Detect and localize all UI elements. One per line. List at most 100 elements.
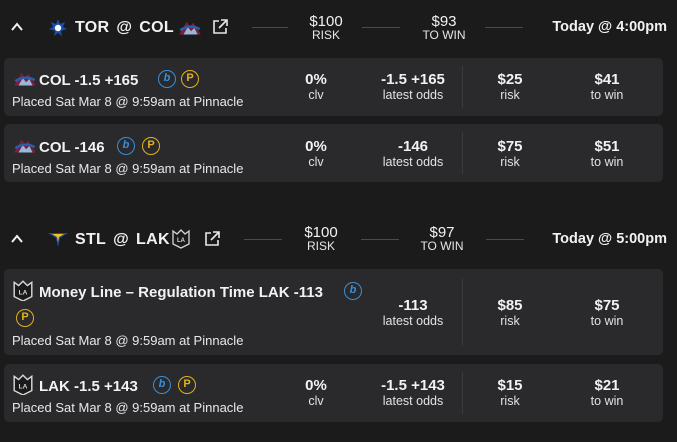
risk-value: $25 (497, 71, 523, 88)
to-win-label: to win (590, 88, 624, 102)
avalanche-logo-icon (179, 21, 201, 35)
home-team: COL (139, 19, 174, 36)
total-risk: $100 RISK (291, 14, 361, 42)
risk-stat: $15 risk (480, 378, 540, 409)
blues-logo-icon (48, 233, 68, 247)
latest-odds-value: -1.5 +165 (381, 71, 445, 88)
latest-odds-stat: -146 latest odds (366, 138, 460, 170)
divider-line (244, 239, 282, 240)
clv-label: clv (308, 394, 324, 408)
latest-odds-stat: -1.5 +165 latest odds (366, 71, 460, 103)
bookmaker-b-badge: b (158, 70, 176, 88)
latest-odds-value: -113 (398, 297, 428, 314)
risk-value: $85 (497, 297, 523, 314)
latest-odds-label: latest odds (382, 155, 444, 169)
bet-card[interactable]: LA Money Line – Regulation Time LAK -113… (4, 269, 663, 355)
latest-odds-stat: -1.5 +143 latest odds (366, 377, 460, 409)
to-win-stat: $21 to win (576, 377, 638, 409)
bet-title: COL -146 (39, 139, 105, 156)
risk-stat: $25 risk (480, 71, 540, 103)
column-divider (462, 372, 463, 414)
total-to-win: $93 TO WIN (409, 14, 479, 42)
clv-stat: 0% clv (286, 378, 346, 409)
svg-text:LA: LA (19, 383, 28, 390)
to-win-value: $75 (594, 297, 620, 314)
bookmaker-b-badge: b (153, 376, 171, 394)
to-win-value: $41 (594, 71, 620, 88)
bookmaker-p-badge: P (16, 309, 34, 327)
placed-info: Placed Sat Mar 8 @ 9:59am at Pinnacle (12, 161, 244, 176)
to-win-stat: $41 to win (576, 71, 638, 103)
bookmaker-b-badge: b (344, 282, 362, 300)
avalanche-logo-icon (14, 72, 36, 86)
bet-card[interactable]: COL -146 b P Placed Sat Mar 8 @ 9:59am a… (4, 124, 663, 182)
total-risk: $100 RISK (286, 225, 356, 253)
total-risk-label: RISK (311, 28, 340, 42)
matchup-label: STL @ LAK (75, 231, 170, 249)
bet-card[interactable]: COL -1.5 +165 b P Placed Sat Mar 8 @ 9:5… (4, 58, 663, 116)
total-to-win-label: TO WIN (422, 28, 466, 42)
to-win-label: to win (590, 155, 624, 169)
clv-value: 0% (305, 71, 327, 88)
total-risk-value: $100 (309, 13, 343, 30)
column-divider (462, 66, 463, 108)
bet-card[interactable]: LA LAK -1.5 +143 b P Placed Sat Mar 8 @ … (4, 364, 663, 422)
total-risk-value: $100 (304, 224, 338, 241)
bet-title: LAK -1.5 +143 (39, 378, 138, 395)
chevron-up-icon[interactable] (10, 232, 24, 246)
total-to-win-label: TO WIN (420, 239, 464, 253)
risk-label: risk (500, 314, 520, 328)
chevron-up-icon[interactable] (10, 20, 24, 34)
away-team: STL (75, 231, 107, 248)
divider-line (362, 27, 400, 28)
external-link-icon[interactable] (211, 18, 229, 36)
to-win-value: $21 (594, 377, 620, 394)
risk-label: risk (500, 155, 520, 169)
clv-label: clv (308, 88, 324, 102)
divider-line (252, 27, 288, 28)
placed-info: Placed Sat Mar 8 @ 9:59am at Pinnacle (12, 94, 244, 109)
latest-odds-value: -1.5 +143 (381, 377, 445, 394)
external-link-icon[interactable] (203, 230, 221, 248)
placed-info: Placed Sat Mar 8 @ 9:59am at Pinnacle (12, 400, 244, 415)
latest-odds-label: latest odds (382, 88, 444, 102)
divider-line (361, 239, 399, 240)
to-win-stat: $75 to win (576, 297, 638, 329)
risk-value: $75 (497, 138, 523, 155)
total-risk-label: RISK (306, 239, 335, 253)
at-symbol: @ (113, 231, 130, 248)
home-team: LAK (136, 231, 170, 248)
kings-logo-icon: LA (13, 280, 33, 301)
placed-info: Placed Sat Mar 8 @ 9:59am at Pinnacle (12, 333, 244, 348)
bookmaker-p-badge: P (181, 70, 199, 88)
total-to-win: $97 TO WIN (407, 225, 477, 253)
risk-stat: $85 risk (480, 297, 540, 329)
at-symbol: @ (116, 19, 133, 36)
matchup-label: TOR @ COL (75, 19, 174, 37)
clv-label: clv (308, 155, 324, 169)
kings-logo-icon: LA (13, 374, 33, 395)
latest-odds-value: -146 (397, 138, 429, 155)
svg-text:LA: LA (177, 238, 186, 244)
to-win-stat: $51 to win (576, 138, 638, 170)
game-time: Today @ 5:00pm (552, 231, 667, 247)
away-team: TOR (75, 19, 110, 36)
maple-leafs-logo-icon (49, 19, 67, 36)
bet-title: COL -1.5 +165 (39, 72, 139, 89)
game-header-stl-lak: STL @ LAK LA $100 RISK $97 TO WIN Today @ … (0, 220, 677, 260)
to-win-label: to win (590, 394, 624, 408)
divider-line (485, 27, 523, 28)
risk-stat: $75 risk (480, 138, 540, 170)
game-header-tor-col: TOR @ COL $100 RISK $93 TO WIN Today @ 4:0… (0, 8, 677, 48)
to-win-value: $51 (594, 138, 620, 155)
bookmaker-p-badge: P (142, 137, 160, 155)
risk-label: risk (500, 88, 520, 102)
total-to-win-value: $93 (431, 13, 457, 30)
to-win-label: to win (590, 314, 624, 328)
bookmaker-p-badge: P (178, 376, 196, 394)
latest-odds-stat: -113 latest odds (366, 297, 460, 329)
svg-text:LA: LA (19, 289, 28, 296)
avalanche-logo-icon (14, 139, 36, 153)
clv-value: 0% (305, 138, 327, 155)
total-to-win-value: $97 (429, 224, 455, 241)
